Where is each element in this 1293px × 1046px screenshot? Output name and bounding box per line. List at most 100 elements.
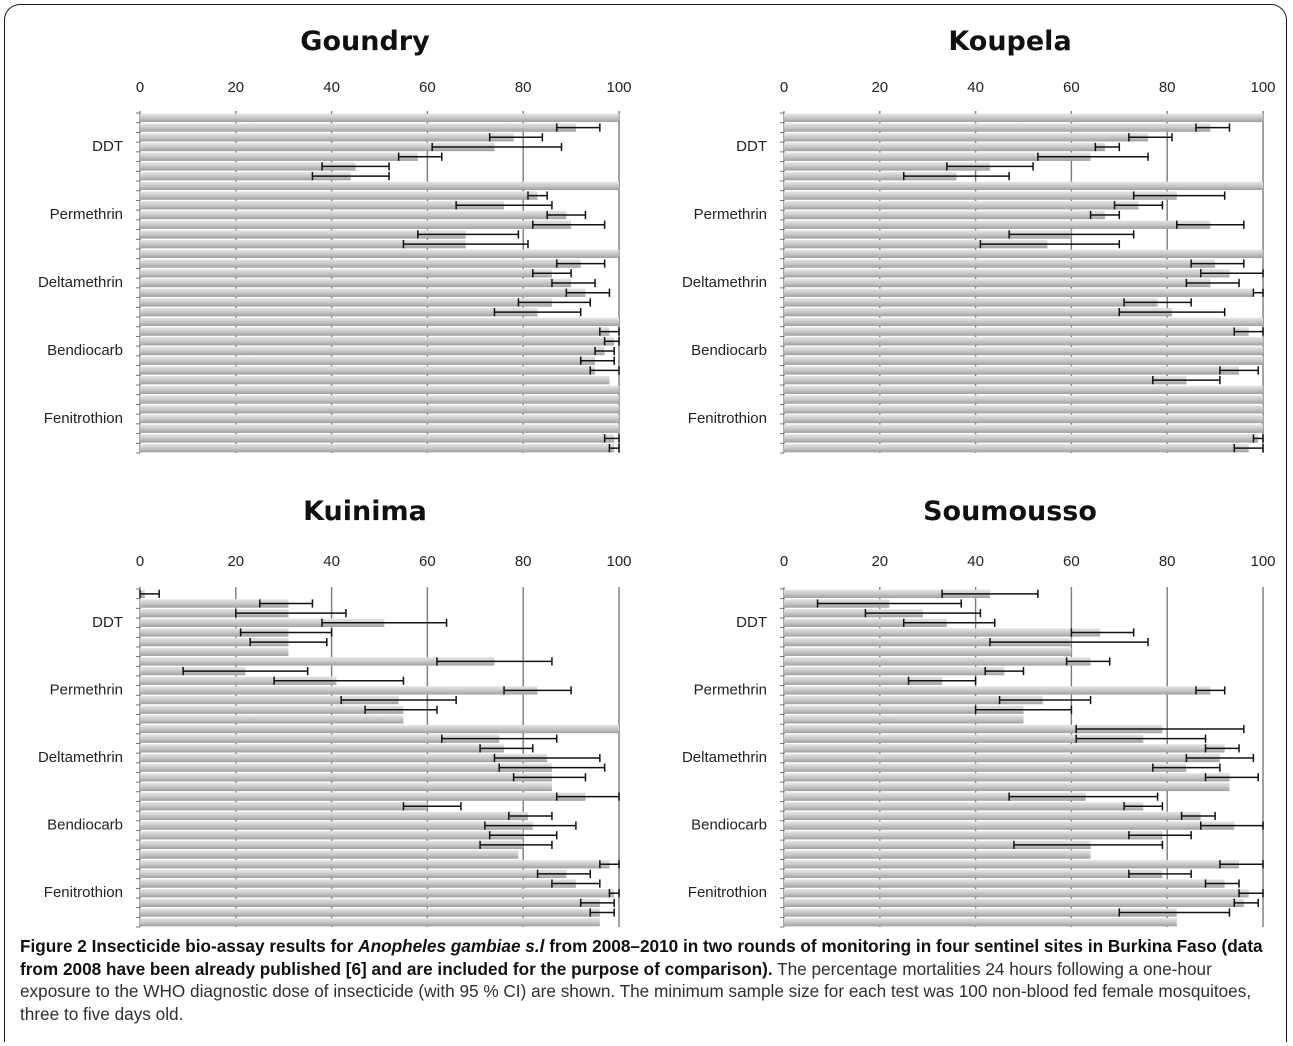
koupela-bar-bendiocarb-7: [784, 375, 1187, 385]
goundry-title: Goundry: [300, 26, 430, 57]
koupela-bar-fenitrothion-6: [784, 434, 1259, 443]
caption-label: Figure 2: [20, 936, 87, 956]
soumousso-bar-bendiocarb-3: [784, 811, 1201, 821]
goundry-bar-ddt-2: [140, 123, 576, 132]
kuinima-category-label-ddt: DDT: [92, 614, 123, 631]
koupela-bar-deltamethrin-3: [784, 269, 1230, 278]
goundry-bar-fenitrothion-3: [140, 405, 619, 414]
goundry-bar-deltamethrin-5: [140, 288, 586, 297]
goundry-bar-fenitrothion-7: [140, 443, 615, 453]
soumousso-bar-deltamethrin-3: [784, 744, 1225, 753]
kuinima-bar-permethrin-5: [140, 695, 399, 705]
soumousso-bar-ddt-5: [784, 628, 1101, 637]
goundry-bar-permethrin-1: [140, 181, 619, 191]
soumousso-category-label-fenitrothion: Fenitrothion: [688, 884, 767, 901]
koupela-tick-label-20: 20: [871, 79, 888, 96]
koupela-bar-fenitrothion-7: [784, 443, 1249, 453]
soumousso-bar-ddt-7: [784, 647, 1072, 656]
kuinima-bar-fenitrothion-5: [140, 898, 600, 908]
koupela-tick-label-0: 0: [780, 79, 788, 96]
kuinima-bar-ddt-2: [140, 599, 289, 608]
kuinima-bar-fenitrothion-1: [140, 860, 610, 869]
koupela-bar-fenitrothion-2: [784, 395, 1263, 404]
koupela-category-label-ddt: DDT: [736, 138, 767, 155]
soumousso-bar-ddt-1: [784, 589, 990, 598]
soumousso-bar-deltamethrin-2: [784, 734, 1144, 743]
soumousso-bar-bendiocarb-7: [784, 850, 1091, 859]
goundry-bar-deltamethrin-2: [140, 259, 581, 268]
koupela-bar-ddt-3: [784, 133, 1149, 142]
soumousso-bar-deltamethrin-6: [784, 773, 1230, 782]
goundry-bar-ddt-1: [140, 113, 619, 123]
soumousso-bar-permethrin-2: [784, 666, 1005, 676]
kuinima-bar-fenitrothion-7: [140, 918, 600, 927]
soumousso-bar-fenitrothion-7: [784, 918, 1177, 927]
kuinima-bar-fenitrothion-2: [140, 869, 567, 879]
soumousso-bar-permethrin-3: [784, 676, 943, 685]
kuinima-tick-label-40: 40: [323, 553, 340, 570]
kuinima-category-label-permethrin: Permethrin: [50, 681, 123, 698]
kuinima-tick-label-20: 20: [227, 553, 244, 570]
soumousso-bar-bendiocarb-5: [784, 831, 1163, 840]
goundry-bar-deltamethrin-1: [140, 249, 619, 259]
koupela-title: Koupela: [948, 26, 1071, 57]
koupela-bar-permethrin-4: [784, 210, 1105, 220]
koupela-bar-ddt-1: [784, 113, 1263, 123]
soumousso-category-label-ddt: DDT: [736, 614, 767, 631]
koupela-bar-fenitrothion-5: [784, 424, 1263, 433]
koupela-bar-deltamethrin-4: [784, 278, 1211, 288]
goundry-bar-bendiocarb-1: [140, 317, 619, 327]
soumousso-bar-permethrin-5: [784, 695, 1043, 705]
kuinima-bar-deltamethrin-7: [140, 782, 552, 792]
koupela-bar-ddt-4: [784, 142, 1105, 152]
goundry-bar-fenitrothion-2: [140, 395, 619, 404]
kuinima-bar-fenitrothion-4: [140, 889, 615, 898]
soumousso-bar-deltamethrin-4: [784, 753, 1220, 763]
goundry-bar-bendiocarb-2: [140, 327, 610, 336]
goundry-bar-fenitrothion-5: [140, 424, 619, 433]
goundry-tick-label-20: 20: [227, 79, 244, 96]
goundry-tick-label-80: 80: [515, 79, 532, 96]
koupela-bar-permethrin-2: [784, 191, 1177, 200]
goundry-bar-permethrin-4: [140, 210, 567, 220]
goundry-tick-label-0: 0: [136, 79, 144, 96]
soumousso-category-label-bendiocarb: Bendiocarb: [691, 817, 767, 834]
koupela-bar-deltamethrin-7: [784, 307, 1172, 317]
kuinima-bar-ddt-5: [140, 628, 289, 637]
kuinima-bar-bendiocarb-4: [140, 821, 533, 830]
koupela-bar-bendiocarb-4: [784, 346, 1263, 356]
goundry-bar-ddt-6: [140, 162, 356, 171]
soumousso-bar-fenitrothion-6: [784, 908, 1177, 917]
soumousso-bar-bendiocarb-2: [784, 802, 1144, 811]
kuinima-bar-ddt-3: [140, 608, 289, 618]
goundry-bar-deltamethrin-7: [140, 307, 538, 317]
kuinima-category-label-fenitrothion: Fenitrothion: [44, 884, 123, 901]
kuinima-bar-permethrin-7: [140, 715, 404, 724]
kuinima-title: Kuinima: [303, 496, 427, 527]
goundry-bar-bendiocarb-6: [140, 366, 596, 375]
koupela-bar-deltamethrin-1: [784, 249, 1263, 259]
caption-title-part-a: Insecticide bio-assay results for: [86, 936, 359, 956]
kuinima-bar-deltamethrin-1: [140, 724, 619, 734]
goundry-bar-ddt-3: [140, 133, 514, 142]
goundry-tick-label-60: 60: [419, 79, 436, 96]
koupela-bar-fenitrothion-3: [784, 405, 1263, 414]
kuinima-bar-permethrin-1: [140, 657, 495, 666]
soumousso-bar-fenitrothion-4: [784, 889, 1249, 898]
goundry-category-label-deltamethrin: Deltamethrin: [38, 274, 123, 291]
koupela-tick-label-40: 40: [967, 79, 984, 96]
koupela-bar-deltamethrin-5: [784, 288, 1254, 297]
koupela-bar-ddt-7: [784, 171, 957, 181]
soumousso-bar-fenitrothion-1: [784, 860, 1240, 869]
kuinima-bar-bendiocarb-1: [140, 792, 586, 801]
soumousso-tick-label-100: 100: [1250, 553, 1275, 570]
koupela-tick-label-100: 100: [1250, 79, 1275, 96]
kuinima-category-label-bendiocarb: Bendiocarb: [47, 817, 123, 834]
kuinima-bar-deltamethrin-3: [140, 744, 505, 753]
kuinima-bar-bendiocarb-3: [140, 811, 528, 821]
soumousso-bar-bendiocarb-1: [784, 792, 1086, 801]
kuinima-tick-label-60: 60: [419, 553, 436, 570]
kuinima-bar-deltamethrin-4: [140, 753, 548, 763]
koupela-bar-bendiocarb-6: [784, 366, 1240, 375]
koupela-bar-fenitrothion-1: [784, 385, 1263, 395]
